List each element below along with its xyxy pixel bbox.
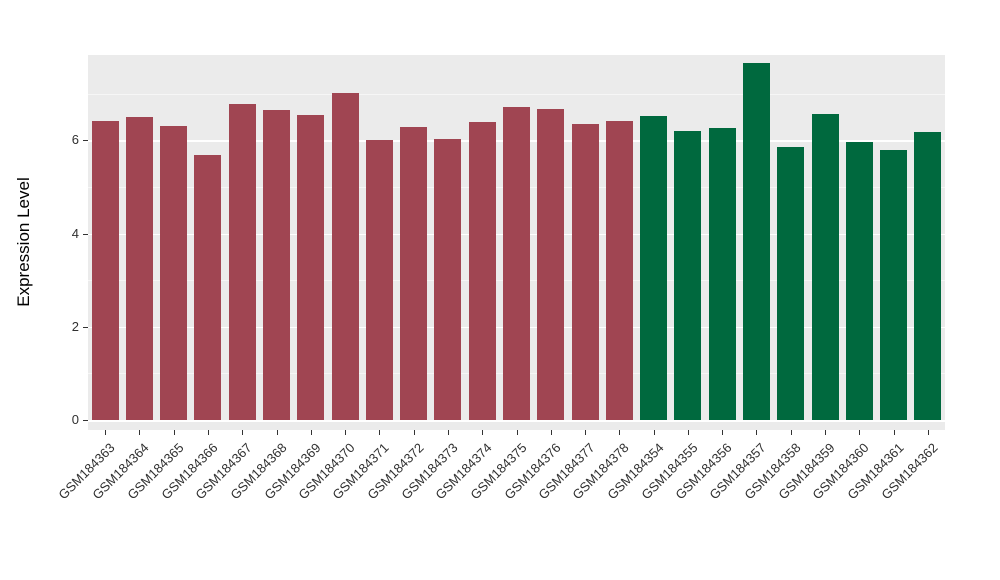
bar xyxy=(777,147,805,420)
x-tick-mark xyxy=(550,430,552,435)
y-tick-label: 2 xyxy=(71,318,79,334)
bar xyxy=(228,103,256,420)
bar xyxy=(880,150,908,420)
bar xyxy=(365,139,393,420)
x-tick-mark xyxy=(653,430,655,435)
y-tick-mark xyxy=(83,420,88,421)
bar xyxy=(605,120,633,420)
bar xyxy=(537,108,565,420)
x-tick-mark xyxy=(825,430,827,435)
x-tick-mark xyxy=(756,430,758,435)
x-tick-mark xyxy=(859,430,861,435)
bar xyxy=(845,142,873,420)
bar xyxy=(194,155,222,420)
bar xyxy=(263,110,291,420)
bar xyxy=(160,126,188,420)
bar xyxy=(434,138,462,420)
x-tick-mark xyxy=(139,430,141,435)
x-tick-mark xyxy=(345,430,347,435)
x-tick-mark xyxy=(585,430,587,435)
x-tick-mark xyxy=(173,430,175,435)
bar xyxy=(400,127,428,420)
x-tick-mark xyxy=(276,430,278,435)
bar xyxy=(297,114,325,420)
plot-panel xyxy=(88,55,945,430)
y-axis-title: Expression Level xyxy=(14,177,33,307)
y-tick-label: 6 xyxy=(71,132,79,148)
x-tick-mark xyxy=(893,430,895,435)
bar xyxy=(571,124,599,420)
bar xyxy=(331,92,359,420)
x-tick-mark xyxy=(413,430,415,435)
bar xyxy=(503,106,530,420)
x-tick-mark xyxy=(447,430,449,435)
x-tick-mark xyxy=(619,430,621,435)
bar xyxy=(640,116,668,420)
x-tick-mark xyxy=(310,430,312,435)
x-tick-mark xyxy=(687,430,689,435)
y-tick-label: 4 xyxy=(71,225,79,241)
x-tick-mark xyxy=(722,430,724,435)
x-tick-mark xyxy=(105,430,107,435)
x-tick-mark xyxy=(790,430,792,435)
x-tick-mark xyxy=(482,430,484,435)
bar xyxy=(468,121,496,420)
major-gridline xyxy=(88,420,945,422)
bar xyxy=(914,132,942,420)
y-tick-mark xyxy=(83,326,88,328)
y-tick-mark xyxy=(83,233,88,235)
y-tick-label: 0 xyxy=(71,412,79,427)
y-tick-mark xyxy=(83,140,88,142)
x-tick-mark xyxy=(516,430,518,435)
x-tick-mark xyxy=(242,430,244,435)
bar xyxy=(125,116,153,420)
bar xyxy=(811,113,839,420)
x-tick-mark xyxy=(207,430,209,435)
bar xyxy=(91,120,119,420)
minor-gridline xyxy=(88,93,945,95)
bar xyxy=(708,127,736,420)
bar xyxy=(674,130,702,420)
x-tick-mark xyxy=(379,430,381,435)
x-tick-mark xyxy=(927,430,929,435)
bar xyxy=(742,62,770,420)
